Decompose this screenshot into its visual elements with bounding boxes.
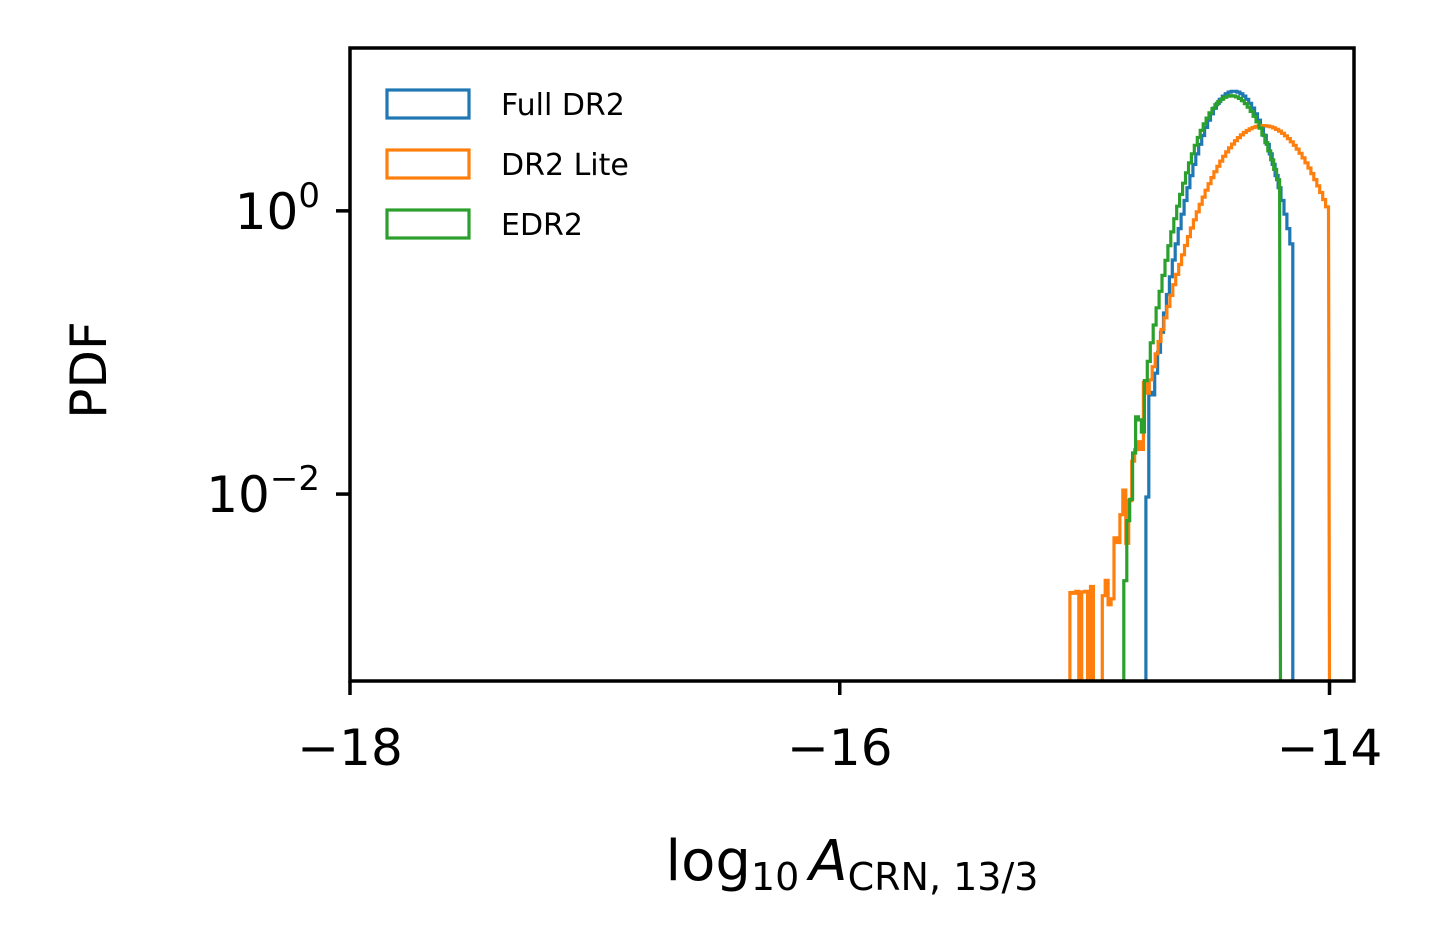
- legend-label-0: Full DR2: [501, 88, 625, 123]
- y-tick-label-1: 10−2: [206, 459, 320, 524]
- y-tick-label-base-0: 10: [235, 183, 299, 241]
- x-axis-label-base: log: [666, 829, 751, 894]
- y-tick-label-exp-0: 0: [298, 176, 320, 216]
- x-tick-label-0: −18: [297, 719, 403, 777]
- y-tick-label-0: 100: [235, 176, 320, 241]
- y-tick-label-exp-1: −2: [270, 459, 320, 499]
- series-2-step-line: [1122, 94, 1283, 681]
- legend-label-1: DR2 Lite: [501, 148, 629, 183]
- y-tick-label-base-1: 10: [206, 466, 270, 524]
- series-0-step-line: [1144, 89, 1295, 681]
- legend-swatch-0: [385, 88, 471, 120]
- x-axis-label-var: A: [806, 829, 847, 894]
- series-layer: [1068, 89, 1332, 681]
- legend-swatch-1: [385, 148, 471, 180]
- legend-swatch-2: [385, 208, 471, 240]
- legend: Full DR2 DR2 Lite EDR2: [385, 88, 629, 243]
- x-tick-label-2: −14: [1277, 719, 1383, 777]
- x-tick-label-1: −16: [787, 719, 893, 777]
- legend-label-2: EDR2: [501, 208, 583, 243]
- series-1-step-line: [1068, 124, 1332, 681]
- x-axis-label-var-sub: CRN, 13/3: [848, 855, 1039, 899]
- x-axis-label: log10 ACRN, 13/3: [666, 829, 1039, 899]
- x-axis-label-base-sub: 10: [751, 855, 799, 899]
- x-axis: −18 −16 −14: [297, 681, 1382, 777]
- y-axis-label: PDF: [60, 321, 118, 418]
- plot-frame: [348, 46, 1356, 683]
